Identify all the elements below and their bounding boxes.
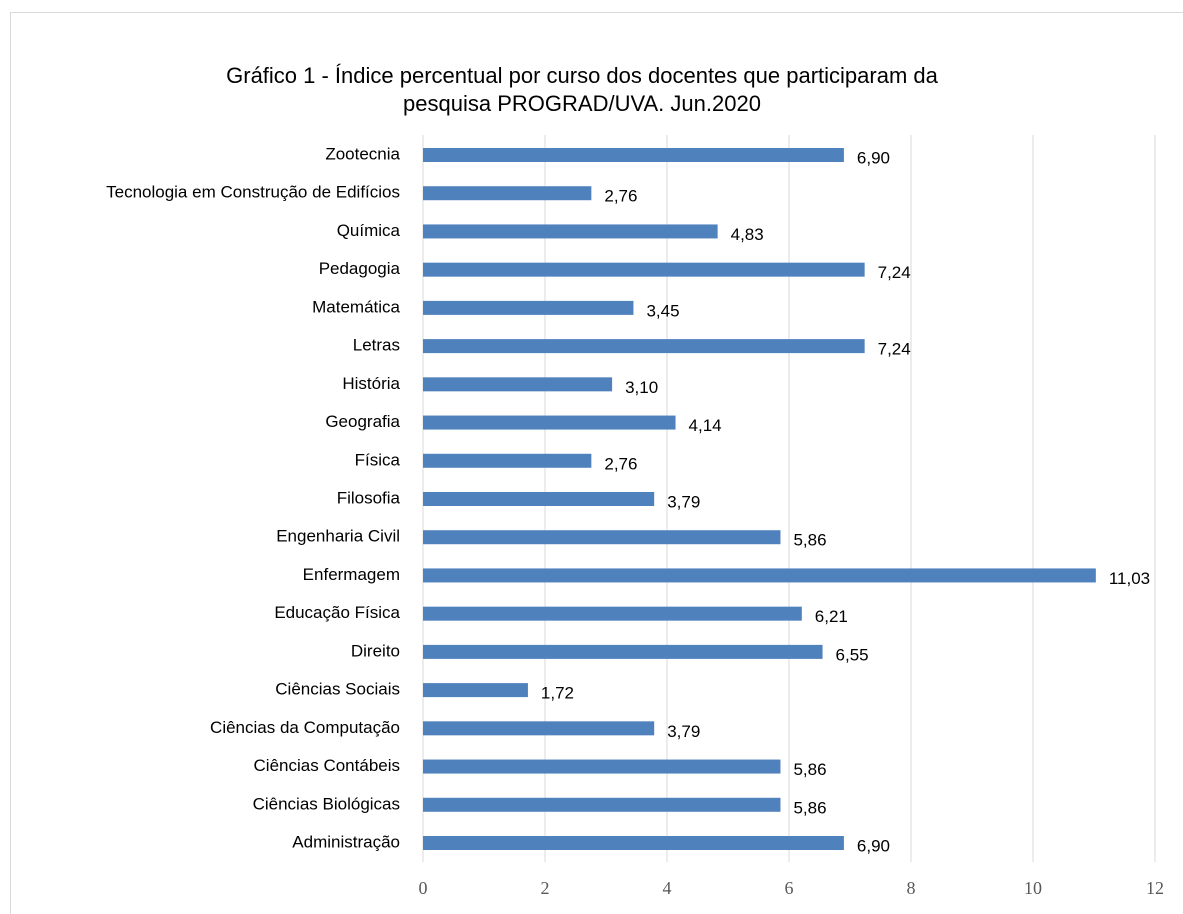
y-tick-label: Física — [355, 450, 401, 469]
data-label: 6,90 — [857, 148, 890, 167]
data-label: 6,21 — [815, 607, 848, 626]
y-tick-label: Química — [337, 221, 401, 240]
bar — [423, 453, 592, 468]
x-tick-label: 10 — [1024, 878, 1042, 898]
bar — [423, 262, 865, 277]
data-label: 5,86 — [793, 531, 826, 550]
bar — [423, 606, 802, 621]
data-label: 3,45 — [646, 301, 679, 320]
data-label: 3,79 — [667, 722, 700, 741]
data-label: 7,24 — [878, 263, 911, 282]
data-label: 7,24 — [878, 340, 911, 359]
y-tick-label: Ciências Sociais — [275, 680, 400, 699]
bar — [423, 759, 781, 774]
y-tick-label: Engenharia Civil — [276, 527, 400, 546]
chart-border — [10, 12, 1183, 914]
bar — [423, 186, 592, 201]
data-label: 4,14 — [689, 416, 722, 435]
y-tick-label: Letras — [353, 336, 400, 355]
y-tick-label: Ciências Contábeis — [254, 756, 400, 775]
data-label: 6,55 — [836, 645, 869, 664]
chart-title: pesquisa PROGRAD/UVA. Jun.2020 — [403, 91, 761, 116]
y-tick-label: História — [342, 374, 400, 393]
data-label: 4,83 — [731, 225, 764, 244]
data-label: 2,76 — [604, 454, 637, 473]
y-tick-label: Ciências Biológicas — [253, 794, 400, 813]
y-tick-label: Educação Física — [274, 603, 400, 622]
bar — [423, 377, 613, 392]
y-tick-label: Filosofia — [337, 488, 401, 507]
data-label: 3,79 — [667, 492, 700, 511]
y-tick-label: Direito — [351, 641, 400, 660]
y-tick-label: Ciências da Computação — [210, 718, 400, 737]
y-tick-label: Pedagogia — [319, 259, 401, 278]
bar — [423, 224, 718, 239]
x-tick-label: 12 — [1146, 878, 1164, 898]
bar — [423, 797, 781, 812]
data-label: 5,86 — [793, 798, 826, 817]
bar — [423, 148, 844, 162]
data-label: 2,76 — [604, 187, 637, 206]
y-tick-label: Enfermagem — [303, 565, 400, 584]
y-tick-label: Geografia — [325, 412, 400, 431]
x-tick-label: 2 — [541, 878, 550, 898]
bar — [423, 530, 781, 545]
bar — [423, 836, 844, 850]
x-tick-label: 4 — [663, 878, 672, 898]
x-tick-label: 6 — [785, 878, 794, 898]
data-label: 6,90 — [857, 836, 890, 855]
bar — [423, 339, 865, 354]
x-tick-label: 8 — [907, 878, 916, 898]
x-tick-label: 0 — [419, 878, 428, 898]
bar — [423, 300, 634, 315]
bar — [423, 721, 655, 736]
bar — [423, 568, 1096, 583]
bar — [423, 415, 676, 430]
y-tick-label: Matemática — [312, 297, 400, 316]
y-tick-label: Administração — [292, 832, 400, 851]
data-label: 3,10 — [625, 378, 658, 397]
y-tick-label: Tecnologia em Construção de Edifícios — [106, 183, 400, 202]
data-label: 1,72 — [541, 684, 574, 703]
bar — [423, 683, 528, 698]
chart-title: Gráfico 1 - Índice percentual por curso … — [226, 63, 938, 88]
y-tick-label: Zootecnia — [325, 144, 400, 163]
bar — [423, 644, 823, 659]
data-label: 5,86 — [793, 760, 826, 779]
data-label: 11,03 — [1109, 569, 1150, 588]
bar — [423, 492, 655, 506]
